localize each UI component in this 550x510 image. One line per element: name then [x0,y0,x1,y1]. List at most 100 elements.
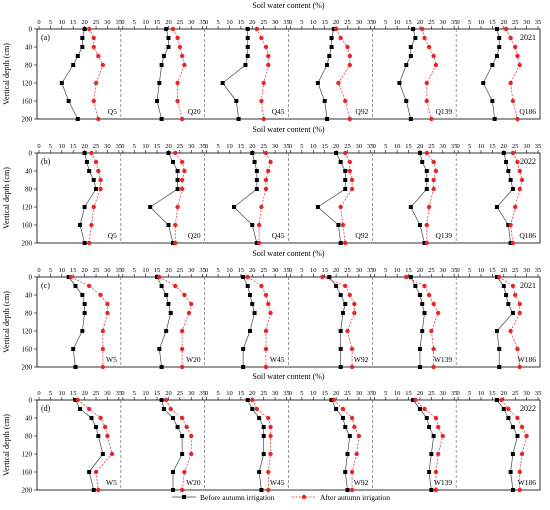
data-point-after [261,116,266,122]
panel-W186: W186 [494,274,536,370]
data-point-after [96,116,101,122]
x-tick-label: 10 [59,143,66,150]
x-tick-label: 5 [384,390,387,397]
panel-Q186: Q186 [494,150,536,246]
x-tick-label: 10 [142,143,149,150]
x-tick-label: 35 [535,143,542,150]
data-point-after [91,35,96,41]
x-tick-label: 15 [154,390,161,397]
x-tick-label: 30 [440,390,447,397]
x-tick-label: 25 [428,267,435,274]
x-tick-label: 5 [384,267,387,274]
x-tick-label: 10 [59,267,66,274]
data-point-after [254,26,260,32]
data-point-before [261,452,266,456]
x-tick-label: 10 [59,19,66,26]
series-line-before [161,399,183,490]
legend-label-after: After autumn irrigation [320,493,390,502]
data-point-before [161,54,166,58]
data-point-before [508,470,513,474]
series-line-before [79,152,97,244]
data-point-after [413,397,418,403]
data-point-before [501,407,506,411]
x-tick-label: 30 [272,267,279,274]
data-point-after [100,328,106,334]
x-tick-label: 15 [321,143,328,150]
x-tick-label: 20 [501,143,508,150]
data-point-before [338,329,343,333]
data-point-after [517,469,522,475]
data-point-before [497,365,502,369]
x-tick-label: 15 [70,143,77,150]
data-point-before [343,178,348,182]
x-tick-label: 25 [512,267,519,274]
data-point-before [159,117,164,121]
panel-W45: W45 [245,397,285,493]
data-point-after [268,159,273,165]
x-tick-label: 20 [165,143,172,150]
y-tick-label: 0 [29,150,33,158]
data-point-before [94,187,99,191]
data-point-after [177,44,183,50]
legend: Before autumn irrigation After autumn irr… [172,493,390,502]
data-point-before [164,27,169,31]
data-point-before [510,425,515,429]
data-point-before [510,187,515,191]
x-tick-label: 15 [238,267,245,274]
x-tick-label: 35 [283,19,290,26]
data-point-before [338,293,343,297]
y-tick-label: 160 [22,222,33,230]
y-tick-label: 160 [22,98,33,106]
x-axis-title: Soil water content (%) [252,1,325,10]
data-point-before [327,275,332,279]
data-point-before [417,293,422,297]
x-tick-label: 5 [49,143,52,150]
data-point-before [429,488,434,492]
x-tick-label: 25 [428,390,435,397]
data-point-before [404,63,409,67]
data-point-before [96,434,101,438]
panel-name: Q20 [188,231,201,240]
series-line-after [510,152,523,244]
data-point-after [424,240,429,246]
data-point-before [257,470,262,474]
data-point-after [266,469,271,475]
x-tick-label: 10 [226,267,233,274]
data-point-before [345,488,350,492]
data-point-after [336,80,341,86]
data-point-after [175,35,180,41]
data-point-after [340,222,346,228]
data-point-before [334,407,339,411]
x-tick-label: 10 [142,19,149,26]
data-point-after [93,159,99,165]
data-point-before [241,365,246,369]
x-tick-label: 15 [70,390,77,397]
data-point-before [322,99,327,103]
data-point-before [66,275,71,279]
data-point-before [254,178,259,182]
series-line-before [399,28,416,120]
data-point-before [73,398,78,402]
data-point-before [340,416,345,420]
panel-name: W139 [434,355,453,364]
data-point-before [59,81,64,85]
data-point-after [268,424,273,430]
data-point-after [510,283,516,289]
data-point-before [175,178,180,182]
x-tick-label: 25 [260,390,267,397]
data-point-after [96,53,101,59]
x-tick-label: 25 [93,143,100,150]
data-point-after [186,310,192,316]
x-tick-label: 20 [81,390,88,397]
data-point-after [338,204,343,210]
x-tick-label: 10 [142,267,149,274]
data-point-before [245,27,250,31]
panel-name: Q5 [108,231,117,240]
x-tick-label: 20 [81,267,88,274]
data-point-before [257,416,262,420]
data-point-after [86,406,92,412]
x-tick-label: 0 [37,143,40,150]
x-tick-label: 20 [501,267,508,274]
panel-name: Q186 [519,107,536,116]
